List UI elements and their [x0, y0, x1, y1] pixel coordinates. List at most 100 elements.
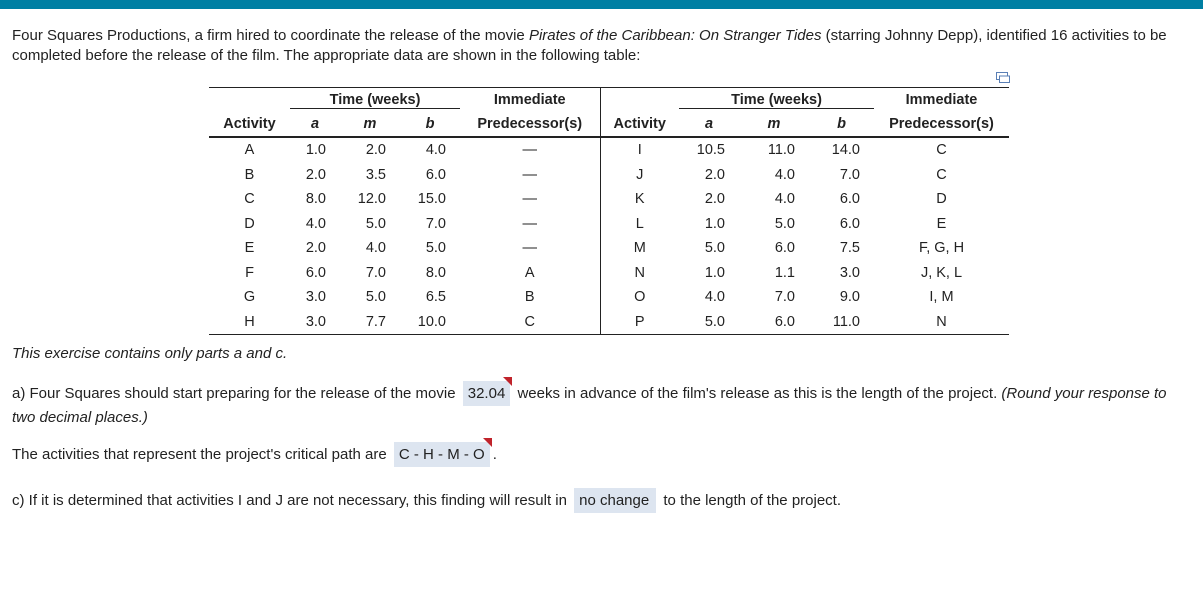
cell-pred: C — [936, 166, 947, 183]
cell-m: 5.0 — [774, 215, 795, 232]
cell-b: 6.0 — [839, 215, 860, 232]
part-b-text: The activities that represent the projec… — [12, 446, 391, 463]
table-row: A 1.0 2.0 4.0 — I 10.5 11.0 14.0 C — [209, 137, 1009, 163]
cell-a: 1.0 — [704, 264, 725, 281]
cell-pred: B — [524, 289, 535, 306]
cell-b: 10.0 — [400, 309, 460, 335]
cell-a: 1.0 — [704, 215, 725, 232]
cell-b: 15.0 — [417, 191, 446, 208]
cell-pred: A — [524, 264, 535, 281]
cell-m: 4.0 — [365, 240, 386, 257]
movie-title: Pirates of the Caribbean: On Stranger Ti… — [528, 27, 822, 44]
cell-pred: J, K, L — [920, 264, 963, 281]
cell-b: 6.0 — [839, 191, 860, 208]
critical-path-answer[interactable]: C - H - M - O — [393, 438, 492, 467]
table-row: G 3.0 5.0 6.5 B O 4.0 7.0 9.0 I, M — [209, 285, 1009, 310]
part-c: c) If it is determined that activities I… — [12, 488, 842, 513]
cell-activity: B — [244, 166, 255, 183]
activity-header: Activity — [209, 112, 290, 138]
cell-b: 7.5 — [839, 240, 860, 257]
part-c-text: to the length of the project. — [659, 492, 842, 509]
table-row: D 4.0 5.0 7.0 — L 1.0 5.0 6.0 E — [209, 211, 1009, 236]
cell-b: 14.0 — [831, 142, 860, 159]
cell-activity: F — [245, 264, 254, 281]
cell-m: 5.0 — [365, 215, 386, 232]
cell-m: 3.5 — [365, 166, 386, 183]
cell-pred: I, M — [929, 289, 954, 306]
cell-m: 4.0 — [774, 191, 795, 208]
a-header: a — [310, 116, 320, 132]
table-row: B 2.0 3.5 6.0 — J 2.0 4.0 7.0 C — [209, 162, 1009, 187]
cell-a: 3.0 — [305, 289, 326, 306]
cell-activity: K — [599, 187, 679, 212]
cell-a: 2.0 — [305, 166, 326, 183]
project-length-answer[interactable]: 32.04 — [462, 377, 513, 406]
predecessors-header: Predecessor(s) — [460, 112, 600, 138]
cell-a: 4.0 — [704, 289, 725, 306]
problem-intro: Four Squares Productions, a firm hired t… — [12, 26, 1192, 66]
cell-a: 2.0 — [704, 191, 725, 208]
predecessors-header: Predecessor(s) — [874, 112, 1009, 138]
cell-activity: G — [243, 289, 256, 306]
m-header: m — [767, 116, 781, 132]
cell-pred: D — [936, 191, 947, 208]
cell-b: 11.0 — [809, 309, 874, 335]
cell-pred: C — [936, 142, 947, 159]
popout-icon[interactable] — [996, 72, 1010, 83]
cell-m: 12.0 — [357, 191, 386, 208]
cell-pred: N — [874, 309, 1009, 335]
exercise-note: This exercise contains only parts a and … — [12, 345, 288, 362]
cell-a: 4.0 — [305, 215, 326, 232]
cell-pred: C — [460, 309, 600, 335]
cell-b: 5.0 — [425, 240, 446, 257]
activity-table: Time (weeks) Immediate Time (weeks) Imme… — [209, 87, 1009, 335]
cell-pred: — — [522, 142, 538, 159]
cell-a: 2.0 — [305, 240, 326, 257]
immediate-header: Immediate — [493, 92, 566, 108]
cell-m: 7.0 — [365, 264, 386, 281]
cell-b: 7.0 — [839, 166, 860, 183]
cell-activity: D — [244, 215, 255, 232]
cell-pred: F, G, H — [918, 240, 965, 257]
immediate-header: Immediate — [905, 92, 978, 108]
cell-a: 3.0 — [290, 309, 340, 335]
cell-b: 6.5 — [425, 289, 446, 306]
cell-pred: — — [522, 166, 538, 183]
cell-b: 3.0 — [839, 264, 860, 281]
part-c-text: c) If it is determined that activities I… — [12, 492, 572, 509]
table-row: E 2.0 4.0 5.0 — M 5.0 6.0 7.5 F, G, H — [209, 236, 1009, 261]
cell-a: 8.0 — [305, 191, 326, 208]
table-row: F 6.0 7.0 8.0 A N 1.0 1.1 3.0 J, K, L — [209, 260, 1009, 285]
intro-text: (starring Johnny Depp), identified 16 ac… — [12, 27, 1167, 64]
time-header: Time (weeks) — [290, 88, 460, 113]
cell-activity: A — [244, 142, 255, 159]
cell-b: 7.0 — [425, 215, 446, 232]
table-row: C 8.0 12.0 15.0 — K 2.0 4.0 6.0 D — [209, 187, 1009, 212]
cell-m: 6.0 — [739, 309, 809, 335]
b-header: b — [425, 116, 435, 132]
cell-m: 7.0 — [774, 289, 795, 306]
cell-activity: P — [599, 309, 679, 335]
cell-activity: H — [209, 309, 290, 335]
cell-b: 8.0 — [425, 264, 446, 281]
table-row: H 3.0 7.7 10.0 C P 5.0 6.0 11.0 N — [209, 309, 1009, 335]
cell-m: 2.0 — [365, 142, 386, 159]
part-a: a) Four Squares should start preparing f… — [12, 377, 1192, 430]
cell-m: 11.0 — [767, 142, 795, 159]
activity-header: Activity — [599, 112, 679, 138]
cell-a: 1.0 — [305, 142, 326, 159]
top-bar — [0, 0, 1203, 9]
cell-activity: I — [599, 137, 679, 163]
incorrect-flag-icon — [482, 438, 492, 447]
cell-activity: M — [599, 236, 679, 261]
b-header: b — [837, 116, 846, 132]
part-b-text: . — [492, 446, 497, 463]
cell-a: 6.0 — [305, 264, 326, 281]
cell-m: 4.0 — [774, 166, 795, 183]
cell-b: 4.0 — [425, 142, 446, 159]
cell-m: 6.0 — [774, 240, 795, 257]
cell-m: 5.0 — [365, 289, 386, 306]
cell-a: 5.0 — [704, 240, 725, 257]
incorrect-flag-icon — [503, 377, 513, 386]
length-change-answer[interactable]: no change — [574, 488, 657, 513]
